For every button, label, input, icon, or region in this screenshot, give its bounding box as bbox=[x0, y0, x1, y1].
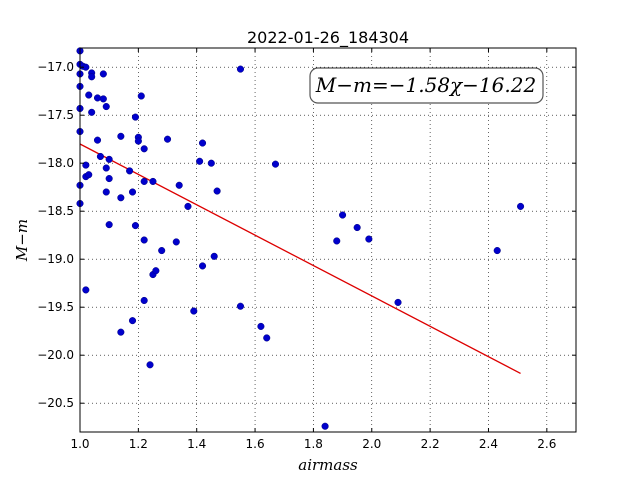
data-point bbox=[140, 236, 148, 244]
data-point bbox=[207, 159, 215, 167]
data-point bbox=[339, 211, 347, 219]
data-marks bbox=[76, 47, 525, 430]
data-point bbox=[517, 202, 525, 210]
data-point bbox=[102, 164, 110, 172]
data-point bbox=[198, 262, 207, 270]
data-point bbox=[365, 235, 373, 243]
data-point bbox=[131, 222, 139, 230]
data-point bbox=[85, 171, 93, 179]
data-point bbox=[140, 177, 148, 185]
data-point bbox=[82, 161, 90, 169]
data-point bbox=[128, 188, 137, 196]
y-tick-label: −18.5 bbox=[37, 204, 74, 218]
chart-title: 2022-01-26_184304 bbox=[247, 28, 409, 48]
data-point bbox=[158, 247, 166, 255]
y-axis-label: M−m bbox=[13, 219, 31, 262]
data-point bbox=[131, 113, 139, 121]
data-point bbox=[196, 157, 204, 165]
data-point bbox=[126, 167, 134, 175]
data-point bbox=[149, 177, 157, 185]
fit-annotation: M−m=−1.58χ−16.22 bbox=[309, 67, 544, 104]
data-point bbox=[82, 286, 90, 294]
data-point bbox=[93, 136, 102, 144]
data-point bbox=[105, 175, 113, 183]
data-point bbox=[172, 238, 180, 246]
data-point bbox=[93, 94, 102, 102]
data-point bbox=[105, 221, 113, 229]
data-point bbox=[140, 296, 148, 305]
y-tick-label: −19.5 bbox=[37, 300, 74, 314]
data-point bbox=[146, 361, 154, 369]
data-point bbox=[175, 181, 183, 189]
data-point bbox=[190, 307, 198, 315]
data-point bbox=[88, 73, 96, 81]
x-tick-label: 1.6 bbox=[246, 437, 265, 451]
data-point bbox=[263, 334, 271, 342]
y-tick-label: −17.0 bbox=[37, 60, 74, 74]
data-point bbox=[117, 132, 125, 140]
x-tick-label: 1.0 bbox=[70, 437, 89, 451]
y-tick-label: −19.0 bbox=[37, 252, 74, 266]
grid-lines bbox=[79, 48, 576, 432]
data-point bbox=[257, 322, 265, 330]
plot-frame bbox=[79, 47, 577, 433]
data-point bbox=[271, 160, 280, 168]
data-point bbox=[353, 223, 361, 232]
x-tick-label: 2.0 bbox=[362, 437, 381, 451]
data-point bbox=[96, 152, 104, 161]
x-tick-label: 2.6 bbox=[537, 437, 556, 451]
data-point bbox=[99, 70, 107, 78]
data-point bbox=[99, 95, 107, 103]
data-point bbox=[163, 135, 172, 143]
data-point bbox=[236, 65, 245, 73]
y-tick-label: −20.0 bbox=[37, 348, 74, 362]
data-point bbox=[88, 108, 96, 116]
x-tick-label: 1.4 bbox=[187, 437, 206, 451]
x-tick-label: 1.8 bbox=[304, 437, 323, 451]
fit-equation: M−m=−1.58χ−16.22 bbox=[315, 73, 536, 97]
data-point bbox=[117, 328, 125, 336]
data-point bbox=[210, 252, 218, 260]
data-point bbox=[85, 91, 93, 99]
data-point bbox=[321, 422, 329, 430]
y-tick-label: −20.5 bbox=[37, 396, 74, 410]
data-point bbox=[236, 302, 245, 310]
data-point bbox=[137, 92, 145, 100]
data-point bbox=[184, 202, 192, 210]
x-tick-label: 2.2 bbox=[421, 437, 440, 451]
data-point bbox=[102, 103, 110, 111]
data-point bbox=[102, 188, 110, 196]
data-point bbox=[128, 317, 137, 325]
x-axis-label: airmass bbox=[298, 456, 358, 474]
y-tick-label: −18.0 bbox=[37, 156, 74, 170]
data-point bbox=[105, 155, 113, 163]
data-point bbox=[213, 187, 221, 195]
data-point bbox=[394, 298, 402, 306]
data-point bbox=[152, 267, 160, 275]
data-point bbox=[333, 237, 341, 245]
x-tick-label: 1.2 bbox=[129, 437, 148, 451]
y-tick-label: −17.5 bbox=[37, 108, 74, 122]
data-point bbox=[117, 194, 125, 202]
data-point bbox=[493, 247, 501, 255]
plot-area bbox=[80, 48, 576, 432]
axis-ticks: 1.0 1.2 1.4 1.6 1.8 2.0 2.2 2.4 2.6 −17.0 −17.5 −18… bbox=[37, 48, 576, 451]
data-point bbox=[140, 145, 148, 153]
data-point bbox=[198, 139, 207, 147]
annotation-box bbox=[309, 67, 544, 104]
data-point bbox=[134, 137, 142, 145]
x-tick-label: 2.4 bbox=[479, 437, 498, 451]
